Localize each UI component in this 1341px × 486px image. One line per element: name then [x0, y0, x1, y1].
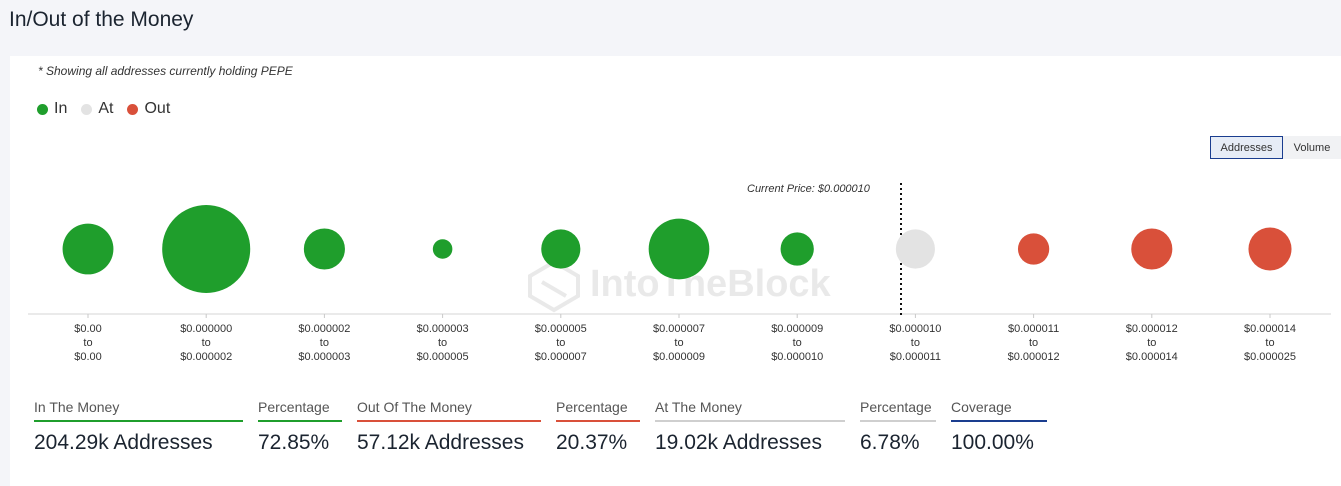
bubble-in[interactable]: [62, 223, 114, 275]
stat-coverage: Coverage 100.00%: [951, 399, 1047, 455]
stat-at-the-money: At The Money 19.02k Addresses: [655, 399, 845, 455]
stat-label: Percentage: [258, 399, 342, 422]
x-tick-label-from: $0.000009: [771, 323, 823, 335]
legend-in-label: In: [54, 100, 68, 117]
x-tick-label-from: $0.000000: [180, 323, 232, 335]
x-tick-label-to-value: $0.000007: [535, 351, 587, 363]
legend-out-label: Out: [144, 100, 171, 117]
x-tick-label-to: to: [202, 337, 211, 349]
x-tick-label-to: to: [556, 337, 565, 349]
x-tick-label-to-value: $0.000002: [180, 351, 232, 363]
page-title: In/Out of the Money: [9, 8, 194, 31]
bubble-out[interactable]: [1017, 233, 1050, 265]
stat-label: Coverage: [951, 399, 1047, 422]
stat-out-percentage: Percentage 20.37%: [556, 399, 640, 455]
x-tick-label-to: to: [1147, 337, 1156, 349]
legend-item-at[interactable]: At: [81, 100, 113, 118]
stat-value: 6.78%: [860, 431, 920, 454]
x-tick-label-to: to: [320, 337, 329, 349]
legend-at-dot-icon: [81, 103, 93, 115]
stat-label: Out Of The Money: [357, 399, 541, 422]
intotheblock-logo-icon: [528, 259, 580, 313]
stat-label: Percentage: [860, 399, 936, 422]
x-tick-label-to: to: [674, 337, 683, 349]
x-tick-label-to-value: $0.000012: [1008, 351, 1060, 363]
stat-value: 204.29k Addresses: [34, 431, 213, 454]
bubble-in[interactable]: [432, 239, 453, 259]
stat-out-of-the-money: Out Of The Money 57.12k Addresses: [357, 399, 541, 455]
bubble-in[interactable]: [162, 204, 251, 294]
x-tick-label-from: $0.000002: [298, 323, 350, 335]
bubble-in[interactable]: [541, 229, 581, 269]
x-tick-label-to-value: $0.000011: [890, 351, 941, 363]
x-tick-label-from: $0.000011: [1008, 323, 1059, 335]
x-tick-label-to-value: $0.000005: [417, 351, 469, 363]
legend-item-out[interactable]: Out: [127, 100, 170, 118]
x-tick-label-from: $0.000012: [1126, 323, 1178, 335]
current-price-label: Current Price: $0.000010: [747, 183, 870, 195]
metric-toggle: Addresses Volume: [1210, 136, 1341, 159]
x-tick-label-to: to: [438, 337, 447, 349]
bubble-in[interactable]: [303, 228, 345, 270]
legend-out-dot-icon: [127, 103, 139, 115]
legend-at-label: At: [98, 100, 114, 117]
bubble-chart: IntoTheBlock $0.00to$0.00$0.000000to$0.0…: [28, 183, 1331, 363]
x-tick-label-to: to: [1265, 337, 1274, 349]
stat-label: In The Money: [34, 399, 243, 422]
stat-value: 100.00%: [951, 431, 1034, 454]
addresses-button[interactable]: Addresses: [1210, 136, 1283, 159]
x-tick-label-to-value: $0.00: [74, 351, 102, 363]
stat-label: At The Money: [655, 399, 845, 422]
x-tick-label-from: $0.000010: [889, 323, 941, 335]
x-tick-labels: $0.00 to $0.00 $0.000000 to $0.000002 $0.00000…: [74, 323, 1296, 363]
x-tick-label-to: to: [793, 337, 802, 349]
watermark-text: IntoTheBlock: [590, 263, 832, 305]
bubbles: [62, 204, 1292, 294]
volume-button[interactable]: Volume: [1283, 136, 1341, 159]
watermark: IntoTheBlock: [528, 259, 832, 313]
legend: In At Out: [37, 100, 170, 118]
stat-label: Percentage: [556, 399, 640, 422]
x-tick-label-from: $0.000005: [535, 323, 587, 335]
stat-value: 57.12k Addresses: [357, 431, 524, 454]
x-tick-label-from: $0.000007: [653, 323, 705, 335]
x-tick-label-from: $0.000014: [1244, 323, 1296, 335]
bubble-out[interactable]: [1131, 228, 1173, 270]
holder-note: * Showing all addresses currently holdin…: [38, 64, 293, 78]
summary-stats: In The Money 204.29k Addresses Percentag…: [0, 399, 1341, 469]
x-tick-label-to: to: [1029, 337, 1038, 349]
stat-value: 72.85%: [258, 431, 330, 454]
bubble-at[interactable]: [895, 229, 935, 269]
x-tick-label-to-value: $0.000009: [653, 351, 705, 363]
bubble-in[interactable]: [648, 218, 710, 280]
stat-at-percentage: Percentage 6.78%: [860, 399, 936, 455]
x-tick-label-to-value: $0.000025: [1244, 351, 1296, 363]
stat-value: 19.02k Addresses: [655, 431, 822, 454]
legend-item-in[interactable]: In: [37, 100, 67, 118]
x-tick-label-to: to: [911, 337, 920, 349]
x-ticks: [87, 314, 1271, 318]
stat-value: 20.37%: [556, 431, 628, 454]
stat-in-the-money: In The Money 204.29k Addresses: [34, 399, 243, 455]
stat-in-percentage: Percentage 72.85%: [258, 399, 342, 455]
bubble-in[interactable]: [780, 232, 814, 266]
x-tick-label-to-value: $0.000003: [298, 351, 350, 363]
x-tick-label-to-value: $0.000010: [771, 351, 823, 363]
x-tick-label-to: to: [83, 337, 92, 349]
bubble-out[interactable]: [1248, 227, 1292, 271]
x-tick-label-to-value: $0.000014: [1126, 351, 1178, 363]
legend-in-dot-icon: [37, 103, 48, 115]
x-tick-label-from: $0.00: [74, 323, 102, 335]
x-tick-label-from: $0.000003: [417, 323, 469, 335]
